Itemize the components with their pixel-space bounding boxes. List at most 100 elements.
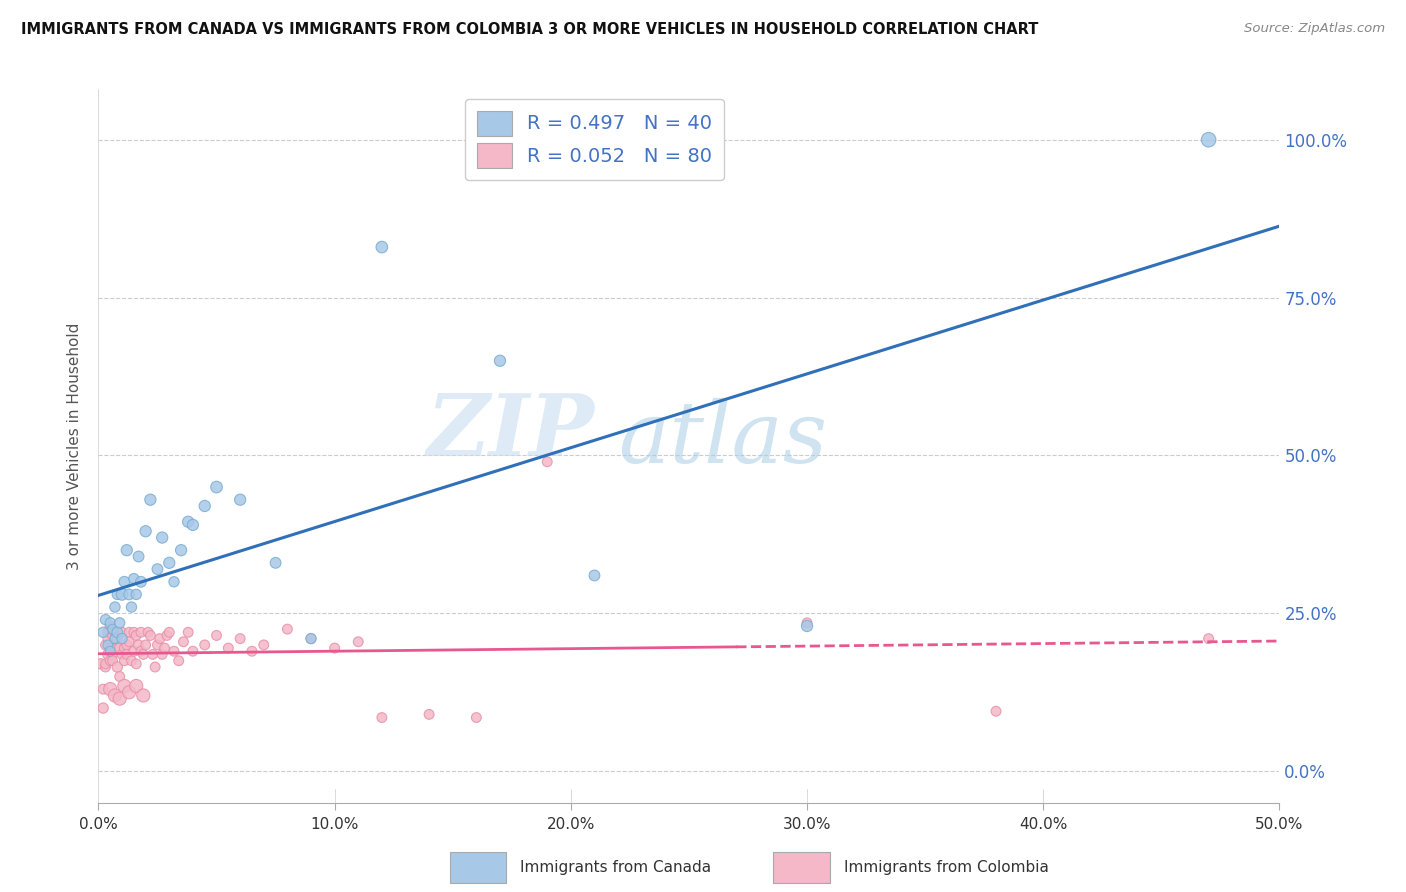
Text: Source: ZipAtlas.com: Source: ZipAtlas.com	[1244, 22, 1385, 36]
Point	[128, 638, 150, 652]
Point	[143, 660, 166, 674]
Point	[105, 587, 128, 601]
Point	[276, 622, 298, 636]
Point	[163, 574, 186, 589]
Point	[108, 669, 131, 683]
Point	[111, 587, 134, 601]
Point	[104, 600, 127, 615]
Point	[796, 615, 818, 630]
Point	[105, 632, 128, 646]
Point	[489, 353, 512, 368]
Point	[108, 691, 131, 706]
Point	[98, 682, 121, 697]
Point	[112, 574, 135, 589]
Point	[104, 632, 127, 646]
Point	[129, 574, 152, 589]
Point	[111, 648, 134, 662]
Point	[205, 628, 228, 642]
Point	[146, 562, 169, 576]
Point	[125, 587, 148, 601]
Point	[115, 638, 138, 652]
Point	[98, 644, 121, 658]
Point	[132, 689, 155, 703]
Point	[97, 632, 120, 646]
Point	[139, 492, 162, 507]
Point	[105, 641, 128, 656]
Point	[371, 240, 394, 254]
Point	[104, 625, 127, 640]
Point	[1198, 133, 1220, 147]
Point	[94, 657, 117, 671]
Point	[371, 710, 394, 724]
Point	[91, 701, 114, 715]
Point	[170, 543, 193, 558]
Point	[264, 556, 287, 570]
Point	[97, 625, 120, 640]
Point	[98, 654, 121, 668]
Point	[90, 657, 112, 671]
Point	[253, 638, 276, 652]
Point	[94, 638, 117, 652]
Point	[129, 644, 152, 658]
Point	[118, 685, 141, 699]
Point	[465, 710, 488, 724]
Point	[101, 654, 124, 668]
Point	[181, 644, 204, 658]
Point	[112, 641, 135, 656]
Point	[125, 679, 148, 693]
Point	[105, 625, 128, 640]
Point	[101, 628, 124, 642]
Point	[136, 625, 159, 640]
Point	[108, 641, 131, 656]
Point	[347, 634, 370, 648]
Point	[156, 628, 179, 642]
Text: ZIP: ZIP	[426, 390, 595, 474]
Legend: R = 0.497   N = 40, R = 0.052   N = 80: R = 0.497 N = 40, R = 0.052 N = 80	[465, 99, 724, 180]
Point	[323, 641, 346, 656]
Point	[167, 654, 190, 668]
Point	[98, 619, 121, 633]
Point	[217, 641, 239, 656]
Point	[163, 644, 186, 658]
Text: Immigrants from Canada: Immigrants from Canada	[520, 860, 711, 874]
Point	[150, 648, 173, 662]
Point	[105, 660, 128, 674]
Point	[150, 531, 173, 545]
Point	[129, 625, 152, 640]
Point	[153, 641, 176, 656]
Point	[229, 632, 252, 646]
Point	[194, 499, 217, 513]
Point	[101, 648, 124, 662]
Point	[111, 625, 134, 640]
Point	[121, 600, 143, 615]
Point	[984, 704, 1007, 718]
Point	[177, 515, 200, 529]
Text: IMMIGRANTS FROM CANADA VS IMMIGRANTS FROM COLOMBIA 3 OR MORE VEHICLES IN HOUSEHO: IMMIGRANTS FROM CANADA VS IMMIGRANTS FRO…	[21, 22, 1039, 37]
Text: Immigrants from Colombia: Immigrants from Colombia	[844, 860, 1049, 874]
Point	[194, 638, 217, 652]
Point	[122, 625, 145, 640]
Point	[122, 644, 145, 658]
Point	[104, 689, 127, 703]
Point	[98, 641, 121, 656]
Point	[157, 556, 180, 570]
Point	[94, 660, 117, 674]
Point	[118, 625, 141, 640]
Point	[1198, 632, 1220, 646]
Point	[115, 648, 138, 662]
Point	[172, 634, 194, 648]
Point	[181, 517, 204, 532]
Point	[139, 628, 162, 642]
Point	[132, 648, 155, 662]
Point	[97, 638, 120, 652]
Point	[240, 644, 263, 658]
Point	[101, 622, 124, 636]
Point	[418, 707, 440, 722]
Point	[111, 632, 134, 646]
Point	[118, 634, 141, 648]
Point	[91, 625, 114, 640]
Point	[128, 549, 150, 564]
Point	[796, 619, 818, 633]
Point	[118, 587, 141, 601]
Point	[108, 615, 131, 630]
